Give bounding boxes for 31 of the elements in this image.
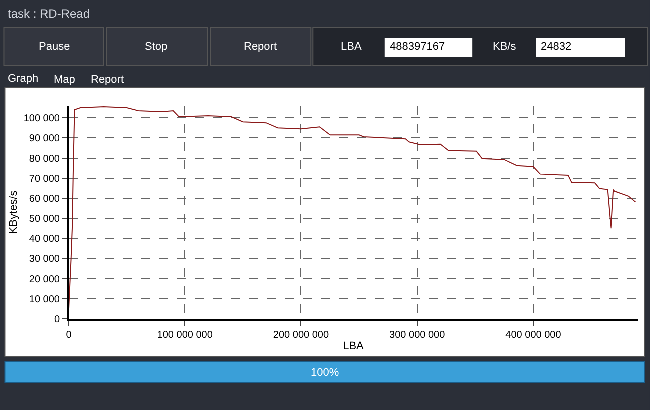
y-tick-label: 50 000 bbox=[29, 214, 60, 226]
text: 488397167 bbox=[390, 41, 446, 53]
text: Map bbox=[54, 74, 76, 86]
text: 24832 bbox=[541, 41, 572, 53]
y-tick-label: 40 000 bbox=[29, 234, 60, 246]
text: Graph bbox=[8, 73, 39, 85]
y-axis-title: KBytes/s bbox=[8, 190, 20, 234]
y-tick-label: 60 000 bbox=[29, 194, 60, 205]
y-tick-label: 10 000 bbox=[29, 294, 60, 306]
text: Pause bbox=[39, 41, 70, 53]
text: 100% bbox=[311, 367, 340, 379]
y-tick-label: 90 000 bbox=[29, 134, 60, 145]
text: Report bbox=[244, 41, 278, 53]
text: KB/s bbox=[493, 41, 517, 53]
x-tick-label: 100 000 000 bbox=[157, 330, 214, 341]
x-tick-label: 200 000 000 bbox=[273, 330, 330, 341]
text: Report bbox=[91, 74, 124, 86]
y-tick-label: 30 000 bbox=[29, 254, 60, 266]
x-tick-label: 0 bbox=[66, 330, 72, 341]
y-tick-label: 20 000 bbox=[29, 274, 60, 286]
y-tick-label: 80 000 bbox=[29, 154, 60, 165]
text: Stop bbox=[145, 41, 168, 53]
text: LBA bbox=[341, 41, 362, 53]
x-tick-label: 400 000 000 bbox=[506, 330, 562, 341]
y-tick-label: 100 000 bbox=[24, 114, 60, 125]
y-tick-label: 0 bbox=[54, 314, 60, 326]
x-axis-title: LBA bbox=[343, 340, 365, 353]
x-tick-label: 300 000 000 bbox=[390, 330, 446, 341]
chart-title: task : RD-Read bbox=[8, 7, 90, 22]
y-tick-label: 70 000 bbox=[29, 174, 60, 185]
line-series bbox=[69, 106, 636, 310]
